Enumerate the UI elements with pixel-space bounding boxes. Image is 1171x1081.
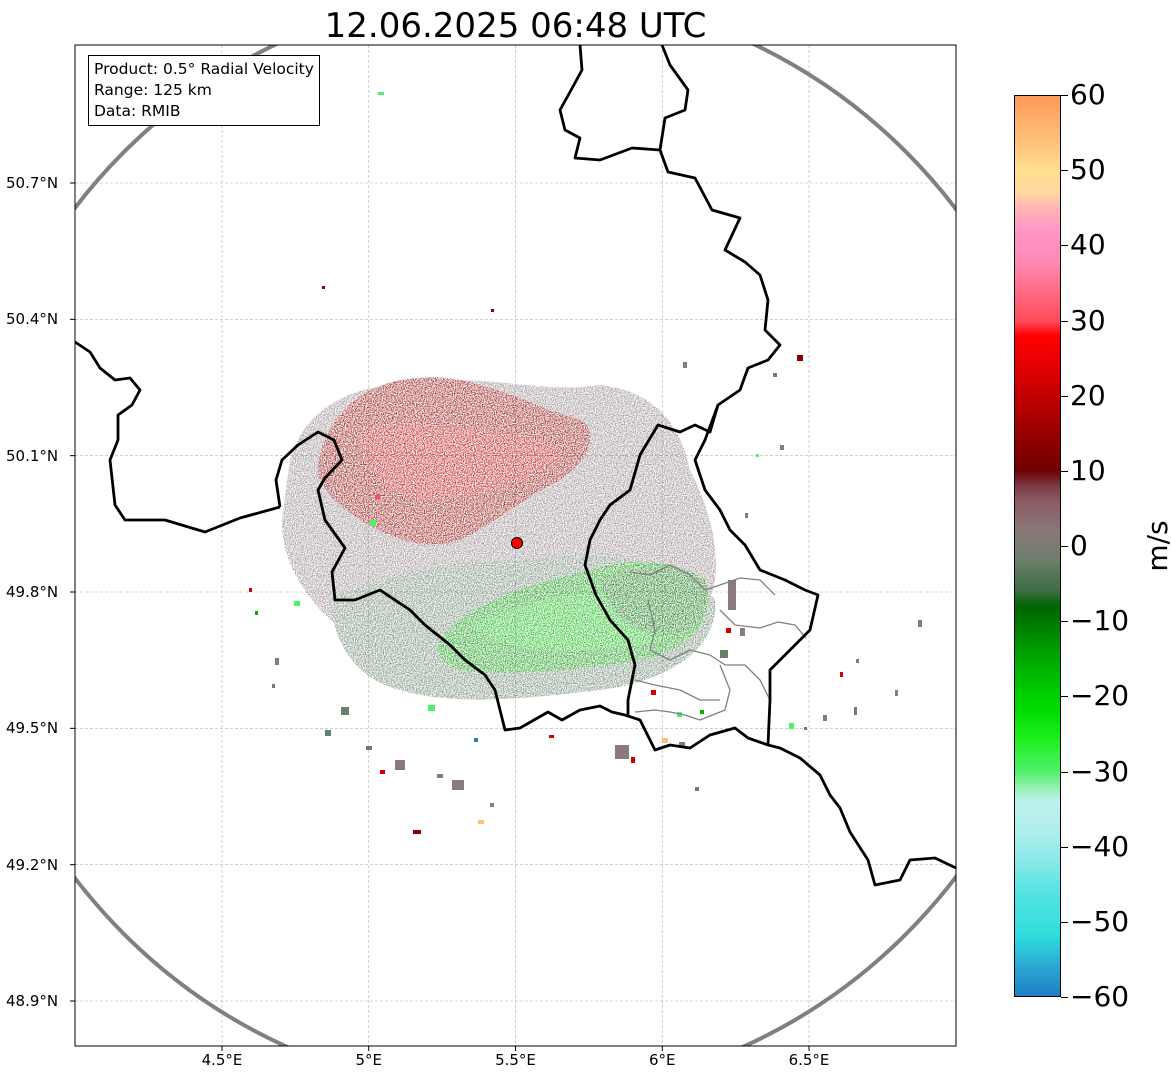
x-tick-label: 4.5°E	[201, 1051, 243, 1069]
colorbar-tick	[1061, 621, 1068, 623]
colorbar-tick-label: 40	[1070, 228, 1106, 262]
colorbar-tick	[1061, 470, 1068, 472]
colorbar-unit: m/s	[1141, 520, 1171, 572]
colorbar-tick-label: 0	[1070, 529, 1088, 562]
colorbar-tick	[1061, 95, 1068, 96]
y-tick-label: 49.2°N	[6, 855, 59, 874]
colorbar-tick	[1061, 245, 1068, 247]
colorbar-tick	[1061, 395, 1068, 397]
colorbar-tick-label: −60	[1070, 980, 1130, 1013]
y-tick-label: 48.9°N	[6, 992, 59, 1010]
country-border-east	[558, 45, 820, 746]
radar-site-marker[interactable]	[511, 537, 523, 549]
colorbar-tick-label: −20	[1070, 679, 1130, 713]
info-product: Product: 0.5° Radial Velocity	[94, 60, 314, 78]
colorbar-tick	[1061, 320, 1068, 322]
colorbar-tick	[1061, 696, 1068, 698]
colorbar-tick-label: 60	[1070, 78, 1106, 111]
colorbar	[1014, 95, 1061, 997]
colorbar-tick-label: −10	[1070, 604, 1130, 638]
y-tick-label: 49.8°N	[6, 583, 59, 601]
colorbar-tick-label: 50	[1070, 153, 1106, 187]
colorbar-tick	[1061, 997, 1068, 998]
x-tick-label: 6.5°E	[788, 1051, 830, 1069]
country-border-west	[75, 340, 956, 887]
y-tick-label: 50.1°N	[6, 446, 59, 465]
colorbar-tick-label: 30	[1070, 303, 1106, 337]
x-tick-label: 5.5°E	[495, 1051, 536, 1069]
map-title: 12.06.2025 06:48 UTC	[324, 6, 707, 46]
x-ticks	[221, 1046, 810, 1051]
y-tick-label: 50.7°N	[6, 174, 59, 192]
y-tick-label: 50.4°N	[6, 310, 59, 329]
colorbar-tick-label: −50	[1070, 904, 1130, 938]
info-box: Product: 0.5° Radial Velocity Range: 125…	[88, 55, 320, 126]
colorbar-tick	[1061, 846, 1068, 848]
x-tick-label: 6°E	[648, 1051, 676, 1069]
velocity-field	[249, 92, 922, 834]
echo-speckles	[249, 92, 922, 834]
colorbar-tick	[1061, 771, 1068, 773]
colorbar-tick-label: −30	[1070, 754, 1130, 788]
info-range: Range: 125 km	[94, 81, 212, 99]
y-ticks	[70, 182, 75, 1002]
y-tick-label: 49.5°N	[6, 719, 59, 738]
colorbar-tick-label: −40	[1070, 829, 1130, 863]
colorbar-tick-label: 10	[1070, 453, 1106, 487]
inner-admin-borders	[629, 564, 807, 721]
colorbar-tick	[1061, 170, 1068, 172]
colorbar-tick	[1061, 921, 1068, 923]
echo-inbound-dark	[600, 566, 709, 635]
echo-outbound-strong	[360, 422, 561, 500]
x-tick-label: 5°E	[355, 1051, 383, 1069]
info-data: Data: RMIB	[94, 102, 181, 120]
colorbar-tick-label: 20	[1070, 378, 1106, 412]
borders	[75, 45, 956, 887]
colorbar-tick	[1061, 546, 1068, 547]
